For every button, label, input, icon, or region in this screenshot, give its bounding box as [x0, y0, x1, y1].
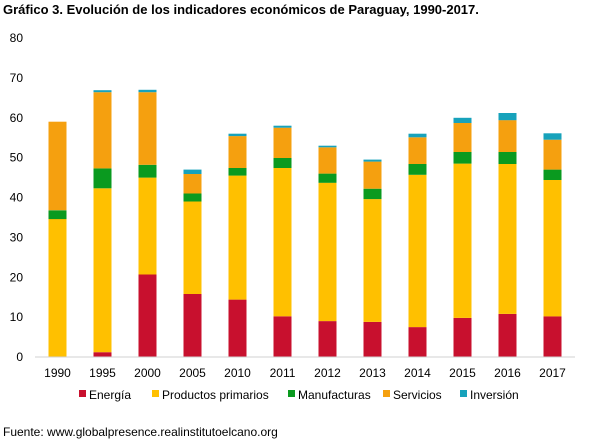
legend-label: Manufacturas: [298, 388, 371, 402]
bar-segment-productos-primarios-2013: [363, 199, 382, 322]
legend-label: Productos primarios: [162, 388, 269, 402]
y-tick-label: 80: [10, 31, 24, 45]
y-tick-label: 60: [10, 111, 24, 125]
bar-segment-productos-primarios-2015: [453, 163, 472, 318]
x-tick-label: 1995: [89, 366, 116, 380]
x-tick-label: 2017: [539, 366, 566, 380]
bar-segment-manufacturas-2011: [273, 158, 292, 168]
bar-segment-energía-2015: [453, 317, 472, 357]
bar-segment-servicios-1990: [48, 121, 67, 211]
bar-segment-productos-primarios-2005: [183, 201, 202, 294]
source-note: Fuente: www.globalpresence.realinstituto…: [3, 425, 278, 439]
bar-segment-manufacturas-2017: [543, 169, 562, 180]
y-tick-label: 0: [16, 350, 23, 364]
bar-segment-manufacturas-2010: [228, 168, 247, 176]
y-tick-label: 70: [10, 71, 24, 85]
legend-label: Inversión: [470, 388, 519, 402]
x-tick-label: 2000: [134, 366, 161, 380]
bar-segment-manufacturas-2014: [408, 164, 427, 175]
legend-swatch-inversión: [460, 390, 467, 397]
bar-segment-servicios-2000: [138, 92, 157, 165]
y-tick-label: 50: [10, 151, 24, 165]
legend-label: Energía: [89, 388, 131, 402]
bar-segment-inversión-2014: [408, 133, 427, 138]
bar-segment-manufacturas-2005: [183, 193, 202, 202]
bar-segment-energía-2016: [498, 313, 517, 357]
bar-segment-energía-2012: [318, 321, 337, 357]
bar-segment-servicios-2016: [498, 120, 517, 152]
x-tick-label: 2014: [404, 366, 431, 380]
x-tick-label: 2012: [314, 366, 341, 380]
bar-segment-manufacturas-2015: [453, 152, 472, 164]
legend-swatch-productos-primarios: [152, 390, 159, 397]
bar-segment-manufacturas-1990: [48, 210, 67, 220]
x-tick-label: 2015: [449, 366, 476, 380]
bar-segment-servicios-2014: [408, 137, 427, 164]
bar-segment-energía-2005: [183, 294, 202, 357]
bar-segment-manufacturas-1995: [93, 168, 112, 189]
bar-segment-energía-2000: [138, 274, 157, 357]
bar-segment-servicios-2005: [183, 174, 202, 194]
bar-segment-productos-primarios-2000: [138, 177, 157, 275]
bar-segment-servicios-2017: [543, 139, 562, 170]
bar-segment-productos-primarios-1990: [48, 219, 67, 357]
x-tick-label: 2013: [359, 366, 386, 380]
bar-segment-energía-2011: [273, 316, 292, 357]
bar-segment-manufacturas-2000: [138, 164, 157, 178]
bar-segment-servicios-2012: [318, 147, 337, 174]
y-tick-label: 10: [10, 310, 24, 324]
bar-segment-energía-1995: [93, 352, 112, 357]
legend-swatch-servicios: [383, 390, 390, 397]
bar-segment-inversión-2010: [228, 133, 247, 137]
bar-segment-inversión-2005: [183, 169, 202, 174]
bar-segment-energía-2014: [408, 327, 427, 357]
bar-segment-productos-primarios-2010: [228, 175, 247, 300]
bar-segment-productos-primarios-2016: [498, 164, 517, 314]
bar-segment-inversión-1995: [93, 90, 112, 93]
bar-segment-servicios-2015: [453, 122, 472, 152]
x-tick-label: 2016: [494, 366, 521, 380]
bar-segment-inversión-2013: [363, 159, 382, 162]
x-tick-label: 2010: [224, 366, 251, 380]
bar-segment-productos-primarios-2011: [273, 168, 292, 317]
bar-segment-energía-2010: [228, 299, 247, 357]
legend-swatch-energía: [79, 390, 86, 397]
bar-segment-servicios-1995: [93, 92, 112, 169]
bar-segment-productos-primarios-2017: [543, 180, 562, 317]
bar-segment-inversión-2011: [273, 125, 292, 128]
bar-segment-energía-2013: [363, 321, 382, 357]
bar-segment-servicios-2011: [273, 127, 292, 158]
bar-segment-inversión-2012: [318, 145, 337, 148]
bar-segment-productos-primarios-1995: [93, 188, 112, 353]
bar-segment-inversión-2016: [498, 113, 517, 121]
bar-segment-manufacturas-2013: [363, 188, 382, 200]
bar-segment-servicios-2013: [363, 161, 382, 189]
y-tick-label: 40: [10, 191, 24, 205]
x-tick-label: 1990: [44, 366, 71, 380]
legend-swatch-manufacturas: [288, 390, 295, 397]
bar-segment-servicios-2010: [228, 136, 247, 168]
bars: [48, 89, 562, 357]
bar-segment-productos-primarios-2012: [318, 182, 337, 322]
bar-segment-manufacturas-2012: [318, 173, 337, 183]
chart-title: Gráfico 3. Evolución de los indicadores …: [3, 2, 479, 17]
bar-segment-inversión-2000: [138, 89, 157, 93]
bar-segment-inversión-2015: [453, 117, 472, 123]
y-axis-ticks: 0 10 20 30 40 50 60 70 80: [10, 31, 24, 364]
x-tick-label: 2011: [270, 366, 296, 380]
bar-segment-energía-2017: [543, 316, 562, 357]
x-tick-label: 2005: [179, 366, 206, 380]
y-tick-label: 20: [10, 270, 24, 284]
legend: Energía Productos primarios Manufacturas Se…: [79, 388, 519, 402]
bar-segment-productos-primarios-2014: [408, 174, 427, 328]
x-axis-ticks: 1990 1995 2000 2005 2010 2011 2012 2013 2014 2015…: [44, 366, 566, 380]
bar-segment-inversión-2017: [543, 133, 562, 140]
bar-segment-manufacturas-2016: [498, 152, 517, 164]
legend-label: Servicios: [393, 388, 442, 402]
y-tick-label: 30: [10, 230, 24, 244]
